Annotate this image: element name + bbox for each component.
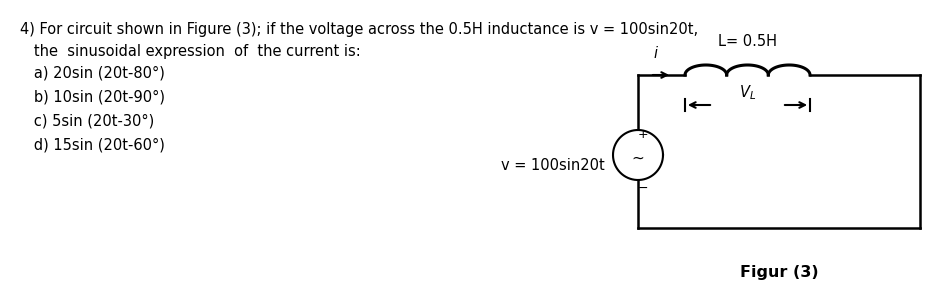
Text: d) 15sin (20t-60°): d) 15sin (20t-60°)	[20, 138, 165, 153]
Text: 4) For circuit shown in Figure (3); if the voltage across the 0.5H inductance is: 4) For circuit shown in Figure (3); if t…	[20, 22, 698, 37]
Text: v = 100sin20t: v = 100sin20t	[502, 158, 605, 172]
Text: $V_L$: $V_L$	[739, 83, 756, 102]
Text: a) 20sin (20t-80°): a) 20sin (20t-80°)	[20, 66, 165, 81]
Text: L= 0.5H: L= 0.5H	[718, 34, 777, 49]
Text: ~: ~	[631, 150, 645, 165]
Text: +: +	[638, 128, 648, 142]
Text: the  sinusoidal expression  of  the current is:: the sinusoidal expression of the current…	[20, 44, 360, 59]
Text: −: −	[638, 182, 648, 194]
Text: b) 10sin (20t-90°): b) 10sin (20t-90°)	[20, 90, 165, 105]
Text: i: i	[654, 46, 658, 61]
Text: c) 5sin (20t-30°): c) 5sin (20t-30°)	[20, 114, 154, 129]
Text: Figur (3): Figur (3)	[740, 265, 819, 280]
